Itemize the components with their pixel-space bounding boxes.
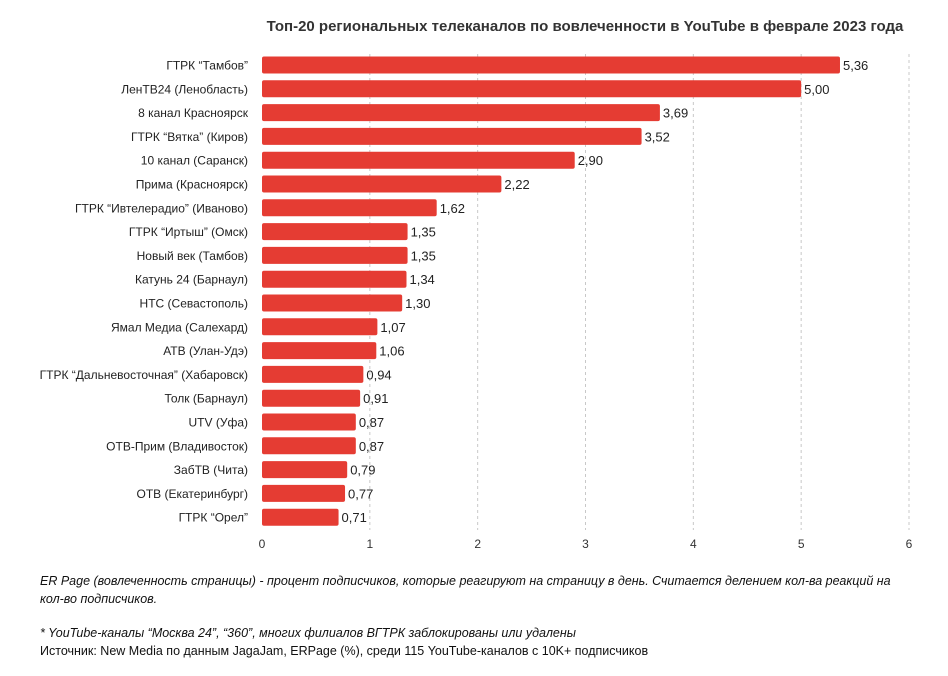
category-label: UTV (Уфа) — [189, 416, 249, 430]
bar — [262, 437, 356, 455]
value-label: 1,30 — [405, 296, 430, 311]
category-label: ОТВ (Екатеринбург) — [137, 487, 249, 501]
blocked-channels-note: * YouTube-каналы “Москва 24”, “360”, мно… — [40, 626, 576, 640]
value-label: 0,71 — [342, 510, 367, 525]
category-label: Прима (Красноярск) — [136, 178, 248, 192]
category-label: ГТРК “Вятка” (Киров) — [131, 130, 248, 144]
value-label: 0,79 — [350, 463, 375, 478]
x-axis-ticks: 0 1 2 3 4 5 6 — [259, 537, 913, 551]
bar — [262, 127, 642, 145]
category-label: АТВ (Улан-Удэ) — [163, 344, 248, 358]
bar — [262, 365, 364, 383]
bar — [262, 80, 802, 98]
value-label: 1,07 — [380, 320, 405, 335]
bar — [262, 294, 403, 312]
category-label: ГТРК “Тамбов” — [166, 59, 248, 73]
bar — [262, 199, 437, 217]
value-label: 3,52 — [645, 129, 670, 144]
category-label: ЗабТВ (Чита) — [174, 463, 248, 477]
value-label: 1,35 — [411, 248, 436, 263]
bar — [262, 342, 377, 360]
x-tick-label: 3 — [582, 537, 589, 551]
bar — [262, 389, 361, 407]
value-label: 1,62 — [440, 201, 465, 216]
category-label: Ямал Медиа (Салехард) — [111, 320, 248, 334]
value-label: 3,69 — [663, 106, 688, 121]
value-labels: 5,36 5,00 3,69 3,52 2,90 2,22 1,62 1,35 1,35 1,34… — [342, 58, 869, 525]
category-label: 8 канал Красноярск — [138, 106, 249, 120]
bar — [262, 223, 408, 241]
value-label: 0,87 — [359, 439, 384, 454]
bar — [262, 270, 407, 288]
category-label: ГТРК “Орел” — [179, 511, 248, 525]
bar — [262, 175, 502, 193]
category-label: ГТРК “Дальневосточная” (Хабаровск) — [40, 368, 248, 382]
value-label: 2,22 — [504, 177, 529, 192]
bar — [262, 104, 660, 122]
x-tick-label: 5 — [798, 537, 805, 551]
value-label: 1,35 — [411, 225, 436, 240]
category-label: ЛенТВ24 (Ленобласть) — [121, 82, 248, 96]
source-note: Источник: New Media по данным JagaJam, E… — [40, 644, 649, 658]
category-label: ГТРК “Иртыш” (Омск) — [129, 225, 248, 239]
value-label: 0,94 — [366, 367, 391, 382]
bar-chart: ГТРК “Тамбов” ЛенТВ24 (Ленобласть) 8 канал… — [40, 54, 913, 551]
gridlines — [369, 54, 910, 530]
bar — [262, 151, 575, 169]
bar — [262, 508, 339, 526]
value-label: 0,91 — [363, 391, 388, 406]
value-label: 5,00 — [804, 82, 829, 97]
er-definition-note: ER Page (вовлеченность страницы) - проце… — [40, 574, 891, 606]
bar — [262, 246, 408, 264]
bar — [262, 56, 840, 74]
category-label: Новый век (Тамбов) — [137, 249, 248, 263]
bar — [262, 318, 378, 336]
chart-title: Топ-20 региональных телеканалов по вовле… — [266, 18, 904, 35]
category-label: ГТРК “Ивтелерадио” (Иваново) — [75, 201, 248, 215]
x-tick-label: 6 — [906, 537, 913, 551]
x-tick-label: 4 — [690, 537, 697, 551]
bar — [262, 484, 346, 502]
bars — [262, 56, 840, 526]
value-label: 5,36 — [843, 58, 868, 73]
x-tick-label: 2 — [474, 537, 481, 551]
category-label: Катунь 24 (Барнаул) — [135, 273, 248, 287]
category-label: ОТВ-Прим (Владивосток) — [106, 439, 248, 453]
value-label: 1,34 — [409, 272, 434, 287]
bar — [262, 461, 348, 479]
value-label: 0,77 — [348, 486, 373, 501]
bar — [262, 413, 356, 431]
category-label: Толк (Барнаул) — [164, 392, 248, 406]
category-label: НТС (Севастополь) — [140, 297, 248, 311]
category-label: 10 канал (Саранск) — [141, 154, 248, 168]
x-tick-label: 1 — [366, 537, 373, 551]
value-label: 2,90 — [578, 153, 603, 168]
value-label: 0,87 — [359, 415, 384, 430]
category-labels: ГТРК “Тамбов” ЛенТВ24 (Ленобласть) 8 канал… — [40, 59, 249, 525]
x-tick-label: 0 — [259, 537, 266, 551]
value-label: 1,06 — [379, 344, 404, 359]
